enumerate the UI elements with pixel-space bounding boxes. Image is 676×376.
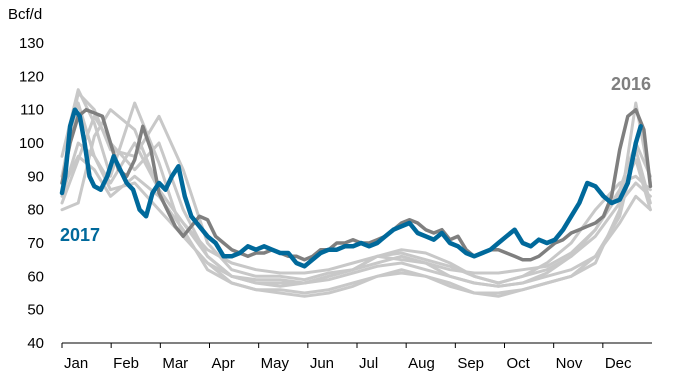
series-line-2017: [59, 107, 643, 269]
series-line-other-8: [60, 154, 652, 298]
y-tick-label: 60: [27, 268, 44, 285]
x-tick-label: May: [261, 355, 290, 372]
x-tick-label: Mar: [162, 355, 188, 372]
y-tick-label: 70: [27, 235, 44, 252]
y-tick-label: 90: [27, 168, 44, 185]
y-tick-label: 130: [19, 35, 44, 52]
x-tick-label: Jul: [359, 355, 378, 372]
y-tick-label: 120: [19, 68, 44, 85]
highlight-series: [59, 107, 653, 269]
y-tick-label: 40: [27, 335, 44, 352]
y-tick-label: 100: [19, 135, 44, 152]
x-axis-ticks: Jan Feb Mar Apr May Jun Jul Aug Sep Oct Nov Dec: [61, 343, 632, 372]
series-label-2016: 2016: [611, 74, 651, 94]
x-tick-label: Apr: [212, 355, 235, 372]
series-line-other-7: [60, 101, 652, 288]
y-tick-label: 80: [27, 202, 44, 219]
x-tick-label: Oct: [507, 355, 531, 372]
x-tick-label: Jun: [310, 355, 334, 372]
y-axis-ticks: 40 50 60 70 80 90 100 110 120 130: [19, 35, 44, 352]
x-tick-label: Aug: [408, 355, 435, 372]
other-years-series: [60, 88, 652, 298]
series-label-2017: 2017: [60, 225, 100, 245]
series-line-other-6: [60, 141, 652, 288]
y-tick-label: 110: [20, 102, 44, 119]
y-tick-label: 50: [27, 302, 44, 319]
x-tick-label: Jan: [64, 355, 88, 372]
series-line-2016: [60, 107, 653, 262]
x-tick-label: Feb: [113, 355, 139, 372]
x-tick-label: Nov: [556, 355, 583, 372]
x-tick-label: Dec: [605, 355, 632, 372]
y-axis-unit-label: Bcf/d: [8, 6, 42, 23]
x-tick-label: Sep: [457, 355, 484, 372]
series-line-other-3: [60, 108, 652, 275]
